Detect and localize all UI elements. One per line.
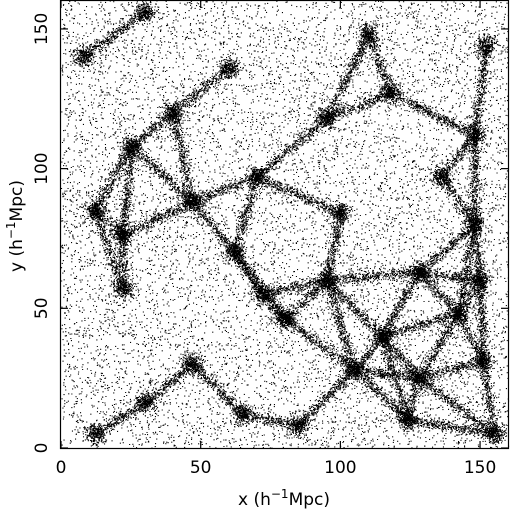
y-tick-labels: 0 50 100 150: [32, 13, 52, 454]
axis-ticks: [60, 1, 508, 449]
x-tick-label: 50: [190, 458, 212, 478]
x-axis-label-post: Mpc): [289, 490, 330, 510]
y-axis-label-post: Mpc): [7, 180, 27, 221]
x-axis-label: x (h−1Mpc): [238, 487, 330, 510]
x-tick-labels: 0 50 100 150: [56, 458, 497, 478]
x-tick-label: 0: [56, 458, 67, 478]
y-tick-label: 0: [32, 443, 52, 454]
plot-frame: [59, 0, 510, 450]
particle-dots: [61, 0, 510, 449]
particle-points: [61, 0, 510, 449]
x-tick-label: 100: [324, 458, 356, 478]
y-tick-label: 100: [32, 152, 52, 184]
x-axis-label-pre: x (h: [238, 490, 271, 510]
y-axis-label-sup: −1: [4, 221, 18, 239]
y-axis-label: y (h−1Mpc): [4, 180, 27, 272]
x-axis-label-sup: −1: [271, 487, 289, 501]
y-tick-label: 150: [32, 13, 52, 45]
y-axis-label-pre: y (h: [7, 239, 27, 272]
y-tick-label: 50: [32, 297, 52, 319]
x-tick-label: 150: [464, 458, 496, 478]
